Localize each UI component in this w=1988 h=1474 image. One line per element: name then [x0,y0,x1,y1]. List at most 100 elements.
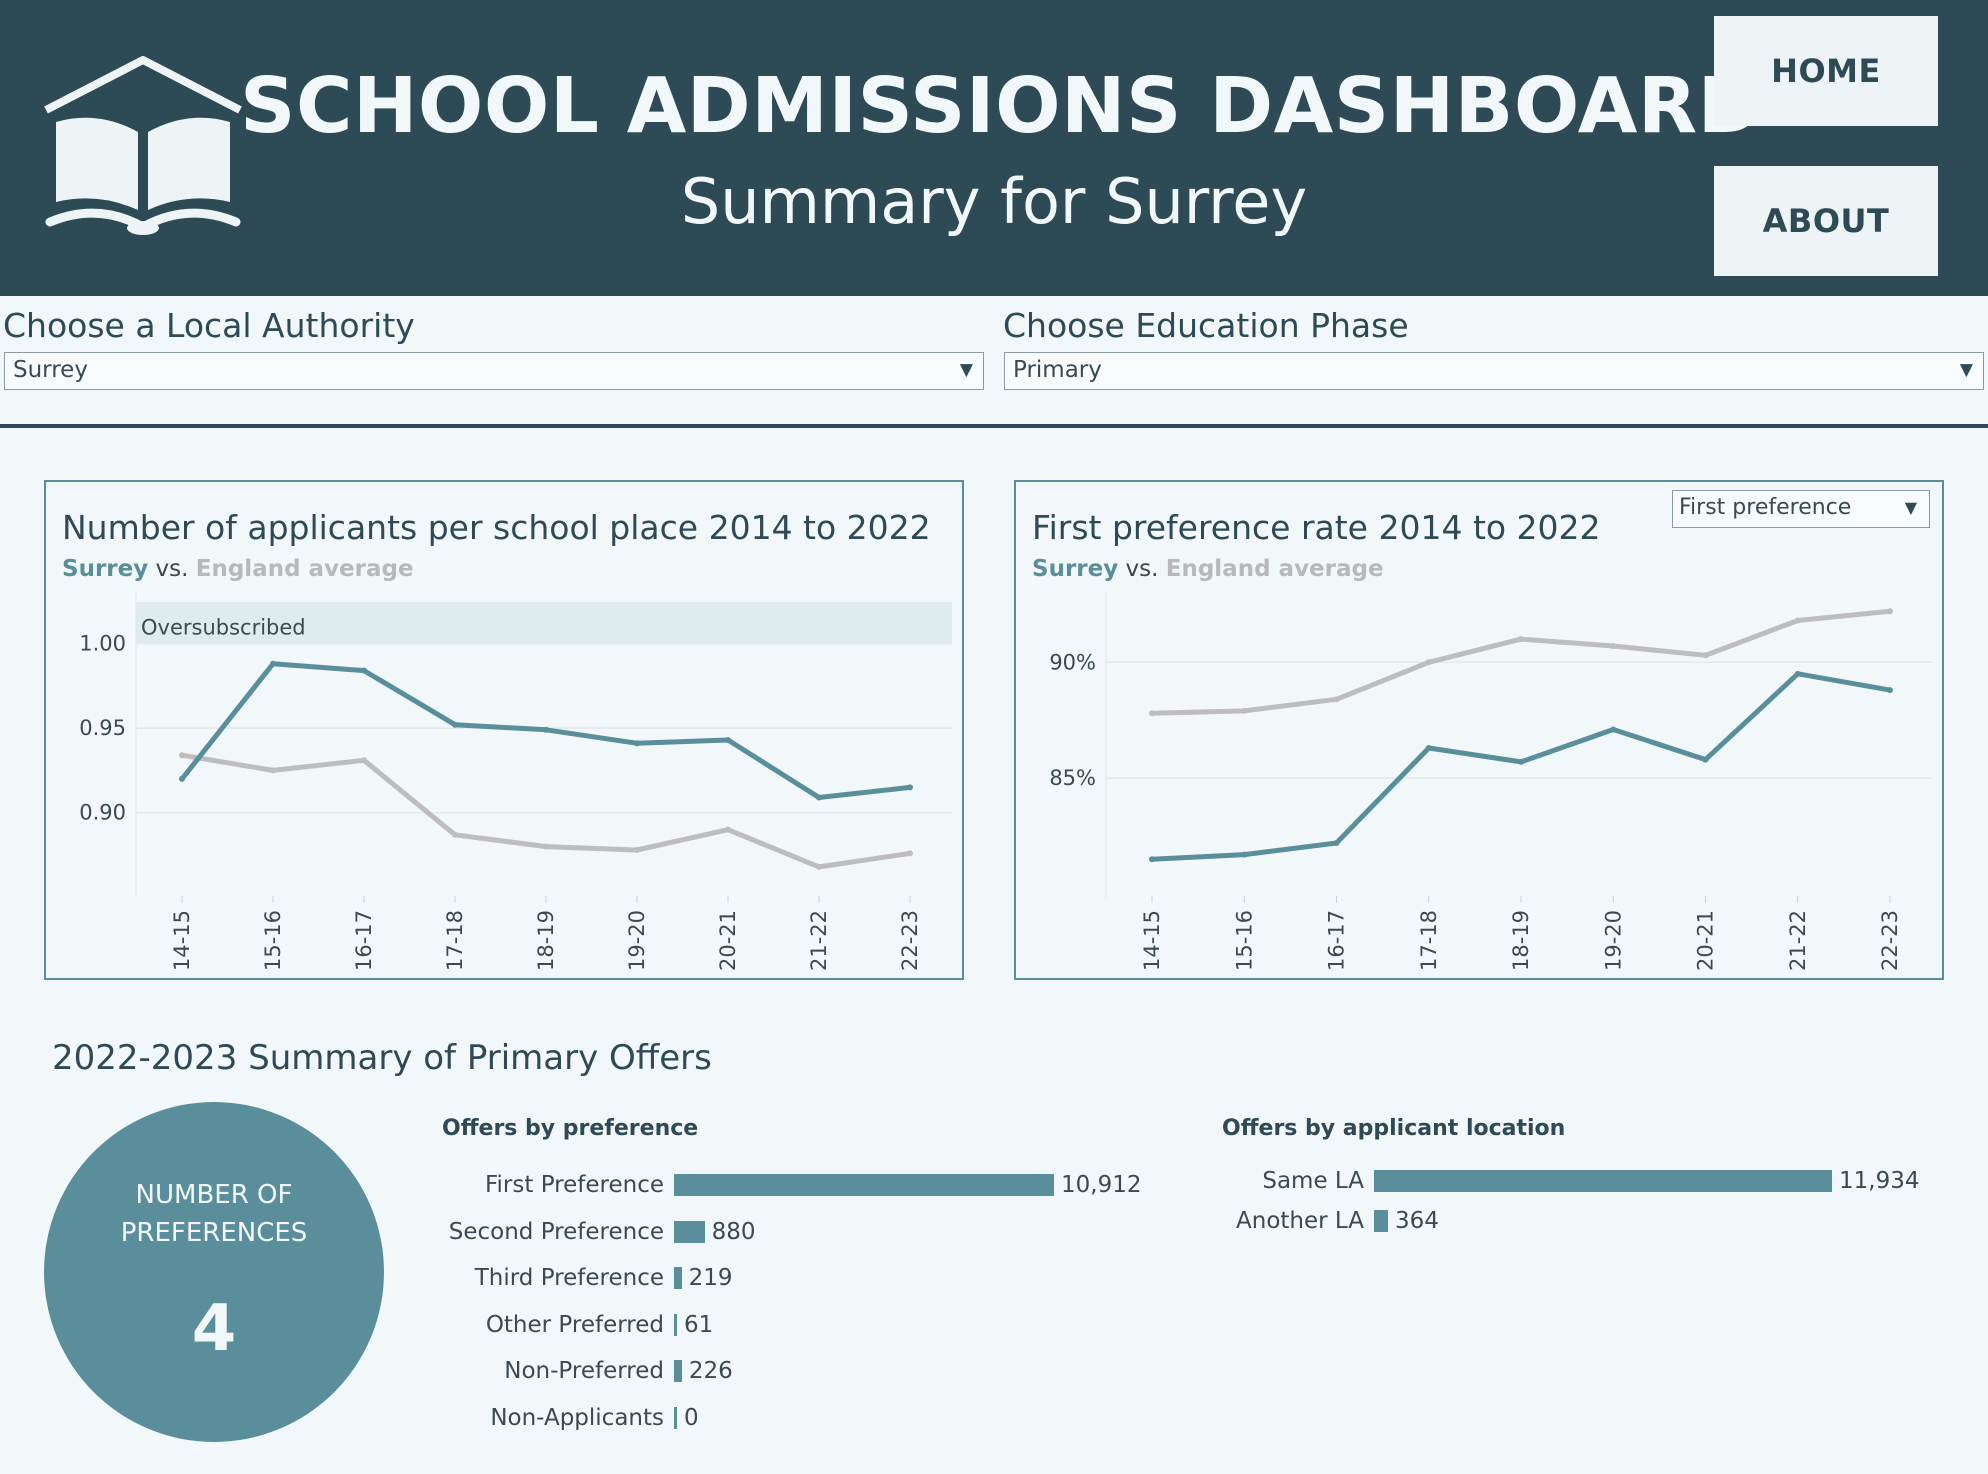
data-point [452,831,458,838]
data-point [1425,659,1432,666]
x-tick-label: 16-17 [352,910,376,971]
oversubscribed-band [136,602,952,644]
data-point [361,667,367,674]
education-phase-select[interactable]: Primary ▼ [1004,352,1984,390]
y-tick-label: 1.00 [79,631,126,655]
x-tick-label: 21-22 [1786,910,1810,971]
local-authority-label: Choose a Local Authority [3,306,415,345]
legend-england: England average [195,556,414,582]
bar-value: 219 [688,1265,733,1292]
x-tick-label: 19-20 [625,910,649,971]
data-point [1887,687,1893,694]
data-point [1702,756,1709,763]
bar [1374,1210,1388,1232]
y-tick-label: 0.95 [79,716,126,740]
section-divider [0,424,1988,428]
local-authority-select[interactable]: Surrey ▼ [4,352,984,390]
local-authority-value: Surrey [13,357,88,383]
bar [674,1360,682,1383]
data-point [179,775,185,782]
preference-measure-select[interactable]: First preference ▼ [1672,490,1930,528]
preferences-count-label: NUMBER OF PREFERENCES [44,1176,384,1252]
applicants-chart-panel: Number of applicants per school place 20… [44,480,964,980]
data-point [1702,652,1709,659]
x-tick-label: 14-15 [1140,910,1164,971]
oversubscribed-label: Oversubscribed [141,615,306,639]
open-book-house-icon [44,56,242,235]
x-tick-label: 20-21 [1694,910,1718,971]
x-tick-label: 15-16 [261,910,285,971]
legend-england: England average [1165,556,1384,582]
x-tick-label: 18-19 [1509,910,1533,971]
preferences-label-line2: PREFERENCES [120,1218,308,1248]
data-point [270,660,276,667]
bar [674,1313,677,1336]
bar [674,1407,677,1429]
legend-vs: vs. [148,556,196,582]
preferences-count-circle: NUMBER OF PREFERENCES 4 [44,1102,384,1442]
chevron-down-icon: ▼ [1959,360,1973,380]
education-phase-label: Choose Education Phase [1003,306,1409,345]
preference-measure-value: First preference [1679,495,1852,520]
data-point [1518,636,1524,643]
preferences-label-line1: NUMBER OF [135,1180,293,1210]
about-button[interactable]: ABOUT [1714,166,1938,276]
bar [674,1267,682,1290]
data-point [179,752,185,759]
data-point [816,863,822,870]
data-point [634,740,640,747]
bar-label: Same LA [1262,1168,1364,1194]
bar [674,1174,1054,1196]
bar-value: 0 [684,1405,699,1431]
applicants-chart-title: Number of applicants per school place 20… [62,508,931,547]
data-point [361,757,367,764]
x-tick-label: 22-23 [898,910,922,971]
legend-surrey: Surrey [1032,556,1119,582]
data-point [816,794,822,801]
data-point [1610,726,1617,733]
bar-label: Third Preference [474,1265,664,1292]
data-point [907,784,913,791]
y-tick-label: 85% [1049,766,1096,790]
data-point [1333,696,1340,703]
bar-value: 226 [688,1358,733,1385]
bar-chart-title: Offers by preference [442,1116,699,1141]
y-tick-label: 90% [1049,650,1096,674]
applicants-chart-subtitle: Surrey vs. England average [62,556,414,582]
data-point [270,767,276,774]
bar-label: Non-Applicants [490,1405,664,1431]
series-line-england-average [181,752,911,870]
education-phase-value: Primary [1013,357,1102,383]
preference-line-chart: 85% 90% 14-15 15-16 16-17 17-18 18-19 19-20 20-2… [1049,592,1932,971]
bar-label: First Preference [484,1172,664,1198]
dashboard-subtitle: Summary for Surrey [680,165,1308,238]
bar [1374,1170,1832,1192]
x-tick-label: 19-20 [1601,910,1625,971]
data-point [1241,851,1248,858]
data-point [1149,856,1155,863]
x-tick-label: 15-16 [1232,910,1256,971]
data-point [1887,608,1893,615]
header-banner: SCHOOL ADMISSIONS DASHBOARD Summary for … [0,0,1988,296]
data-point [1149,710,1155,717]
x-tick-label: 21-22 [807,910,831,971]
x-tick-label: 14-15 [170,910,194,971]
x-tick-label: 22-23 [1878,910,1902,971]
x-tick-label: 20-21 [716,910,740,971]
bar-label: Other Preferred [485,1311,664,1338]
series-line-surrey [1151,671,1891,862]
chevron-down-icon: ▼ [959,360,973,380]
bar-value: 10,912 [1061,1172,1142,1198]
home-button[interactable]: HOME [1714,16,1938,126]
data-point [1425,745,1432,751]
data-point [543,843,549,850]
preferences-count-value: 4 [191,1292,237,1366]
data-point [1794,617,1801,624]
data-point [1333,840,1340,847]
data-point [725,736,731,743]
data-point [1610,643,1617,650]
x-tick-label: 16-17 [1325,910,1349,971]
data-point [1794,670,1801,677]
preference-chart-panel: First preference rate 2014 to 2022 Surre… [1014,480,1944,980]
summary-title: 2022-2023 Summary of Primary Offers [52,1038,712,1078]
